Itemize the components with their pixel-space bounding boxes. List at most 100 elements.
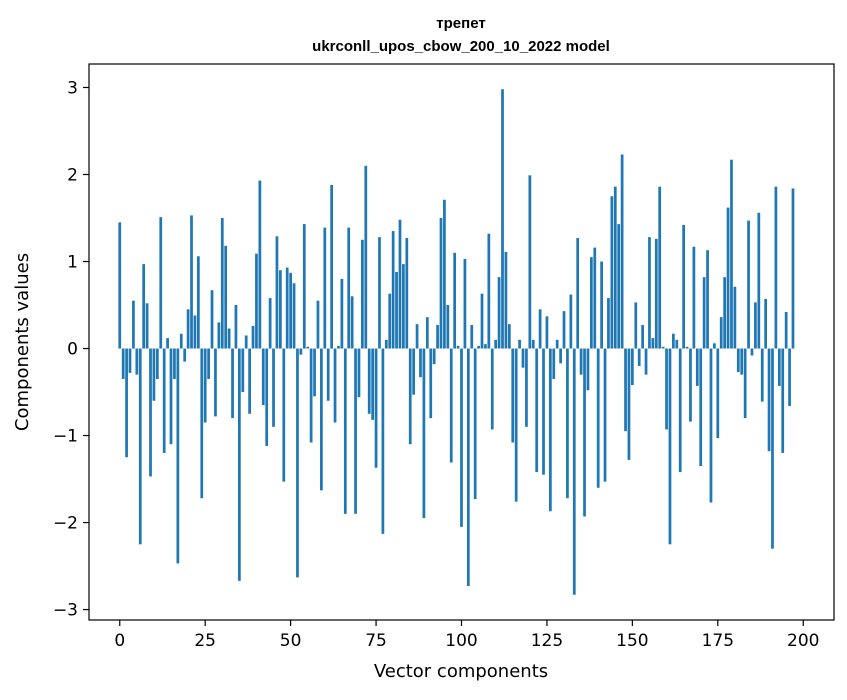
bar [750,348,754,356]
bar [716,348,720,439]
bar [265,348,269,446]
bar [425,317,429,349]
bar [490,348,494,430]
bar [600,261,603,349]
bar [617,224,621,349]
bar [631,348,634,386]
bar [272,348,275,427]
bar [149,348,152,477]
bar [695,348,699,386]
bar [388,293,392,349]
bar [682,224,685,349]
x-tick-label: 100 [445,631,477,651]
bar [494,339,498,349]
bar [166,338,169,349]
bar [330,184,333,349]
bar [487,233,491,349]
bar [760,348,764,402]
bar [155,348,159,379]
bar [501,89,504,349]
bar [439,218,443,349]
bar [244,335,248,349]
bar [443,199,446,349]
bar [381,348,385,534]
bar [357,348,361,398]
bar [453,252,457,349]
bar [627,348,631,460]
bar [743,348,747,419]
bar [562,311,566,349]
bar [152,348,156,401]
bar [784,311,788,349]
bar [477,345,480,349]
bar [473,348,477,500]
bar [596,348,600,488]
bar [374,348,378,468]
bar [203,348,207,423]
bar [196,256,200,349]
bar [320,348,323,491]
bar [364,165,368,349]
y-tick-label: 2 [67,166,78,186]
bar [507,324,511,349]
bar [162,348,166,453]
bar [316,300,320,349]
bar [210,290,214,349]
bar [289,272,292,349]
bar [422,348,426,519]
bar [607,298,610,349]
bar [723,277,727,349]
bar [313,348,316,397]
bar [781,348,785,453]
bar [665,348,668,430]
bar [227,328,231,349]
bar [132,300,135,349]
bar [658,186,662,349]
bar [572,348,576,595]
bar [432,348,436,365]
bar [347,227,351,349]
bar [135,348,139,375]
bar [535,348,539,473]
bar [733,286,737,349]
bar [436,325,439,349]
bar [138,348,142,545]
bar [497,277,501,349]
bar [193,315,197,349]
bar [637,348,641,366]
bar [692,246,696,349]
bar [528,175,532,349]
bar [248,348,251,414]
x-tick-label: 200 [787,631,819,651]
bar [309,348,313,443]
bar [261,348,265,406]
x-axis-ticks: 0 25 50 75 100 125 150 175 200 [114,620,819,651]
bar [641,325,644,349]
y-tick-label: −3 [53,601,78,621]
bar [613,186,617,349]
bar [118,222,122,349]
bar [340,278,344,349]
y-tick-label: 3 [67,78,78,98]
bar [689,348,692,422]
bar [299,348,303,355]
bar [361,239,364,349]
bar [429,348,433,419]
bar [634,302,638,349]
bar [456,345,460,349]
y-axis-label: Components values [12,253,33,431]
bar [559,348,562,364]
bar [367,348,371,414]
bar [579,348,583,375]
bar [200,348,204,499]
bar [306,346,310,349]
bar [525,348,528,427]
bar [292,283,296,349]
bar [258,180,262,349]
bar [757,212,761,349]
bar [285,267,289,349]
bar [654,238,658,349]
bar [419,348,422,378]
y-tick-label: 0 [67,340,78,360]
